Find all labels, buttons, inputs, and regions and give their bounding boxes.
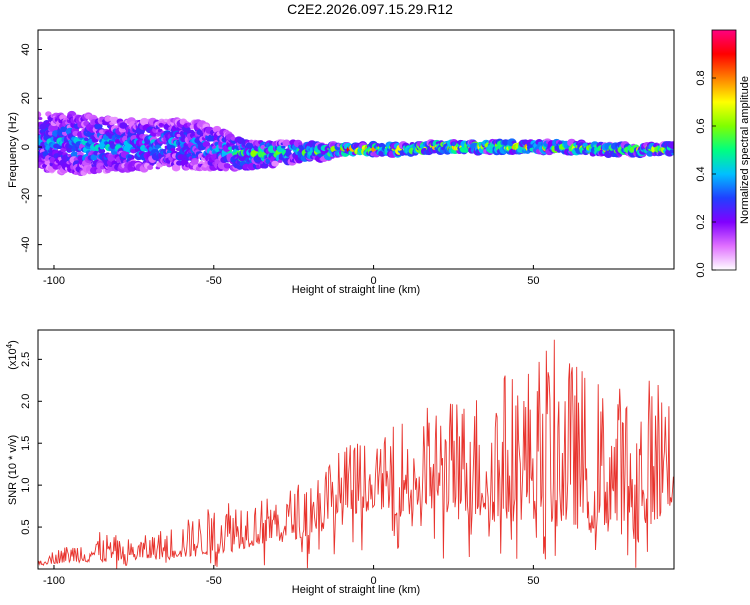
snr-marks	[38, 339, 674, 569]
spectrogram-cell	[38, 116, 43, 121]
spectrogram-cell	[170, 147, 176, 152]
snr-multiplier-close: )	[7, 340, 19, 344]
spectrogram-cell	[317, 153, 324, 158]
spectrogram-cell	[176, 160, 183, 166]
colorbar-tick-label: 0.8	[695, 70, 707, 85]
spectrogram-cell	[83, 137, 89, 141]
snr-x-label: Height of straight line (km)	[292, 584, 420, 596]
spectrogram-cell	[139, 117, 149, 126]
y-tick-label: 0	[20, 144, 32, 150]
spectrogram-marks	[38, 110, 674, 177]
spectrogram-cell	[191, 154, 197, 159]
y-tick-label: 1.0	[20, 477, 32, 492]
spectrogram-cell	[191, 159, 199, 166]
spectrogram-cell	[668, 141, 674, 150]
x-tick-label: -50	[206, 275, 222, 287]
x-tick-label: 0	[371, 575, 377, 587]
spectrogram-cell	[557, 140, 563, 145]
y-tick-label: 2.0	[20, 394, 32, 409]
spectrogram-cell	[95, 168, 103, 174]
spectrogram-cell	[202, 141, 211, 148]
y-tick-label: 20	[20, 92, 32, 104]
x-tick-label: -100	[43, 275, 65, 287]
spectrogram-cell	[223, 163, 231, 169]
spectrogram-cell	[90, 154, 99, 161]
snr-multiplier-exponent: 4	[5, 343, 14, 348]
spectrogram-cell	[38, 111, 42, 118]
y-tick-label: 0.5	[20, 519, 32, 534]
colorbar-ticks: 0.0 0.2 0.4 0.6 0.8	[695, 70, 716, 278]
spectrogram-x-ticks: -100 -50 0 50	[43, 265, 540, 287]
colorbar-tick-label: 0.0	[695, 262, 707, 277]
spectrogram-cell	[70, 151, 79, 158]
spectrogram-cell	[158, 122, 165, 128]
y-tick-label: -40	[20, 237, 32, 253]
y-tick-label: 2.5	[20, 352, 32, 367]
colorbar-tick-label: 0.2	[695, 214, 707, 229]
spectrogram-x-label: Height of straight line (km)	[292, 284, 420, 296]
spectrogram-cell	[245, 142, 254, 149]
colorbar-tick-label: 0.6	[695, 118, 707, 133]
spectrogram-cell	[212, 125, 222, 134]
spectrogram-cell	[94, 122, 103, 130]
snr-y-label: SNR (10 * v/v)	[7, 435, 19, 505]
spectrogram-cell	[176, 133, 181, 138]
snr-y-ticks: 0.5 1.0 1.5 2.0 2.5	[20, 352, 42, 535]
colorbar-tick-label: 0.4	[695, 166, 707, 181]
spectrogram-cell	[298, 142, 303, 146]
spectrogram-cell	[98, 148, 106, 154]
spectrogram-cell	[104, 115, 112, 122]
spectrogram-cell	[127, 154, 133, 159]
spectrogram-cell	[50, 124, 59, 132]
y-tick-label: -20	[20, 188, 32, 204]
snr-frame	[37, 329, 675, 570]
x-tick-label: 0	[371, 275, 377, 287]
x-tick-label: -100	[43, 575, 65, 587]
colorbar: 0.0 0.2 0.4 0.6 0.8 Normalized spectral ampl…	[695, 29, 750, 278]
colorbar-gradient	[711, 29, 737, 271]
spectrogram-cell	[669, 149, 674, 154]
snr-panel: -100 -50 0 50 0.5 1.0 1.5 2.0 2.5 Height of str…	[5, 329, 675, 596]
spectrogram-cell	[155, 144, 161, 149]
colorbar-label: Normalized spectral amplitude	[739, 76, 750, 224]
y-tick-label: 40	[20, 43, 32, 55]
spectrogram-y-ticks: -40 -20 0 20 40	[20, 43, 42, 253]
spectrogram-y-label: Frequency (Hz)	[7, 112, 19, 188]
spectrogram-cell	[277, 159, 283, 163]
spectrogram-cell	[282, 139, 291, 147]
snr-x-ticks: -100 -50 0 50	[43, 565, 540, 587]
snr-multiplier-base: (x10	[7, 348, 19, 369]
y-tick-label: 1.5	[20, 436, 32, 451]
spectrogram-cell	[271, 160, 279, 167]
spectrogram-panel: -100 -50 0 50 -40 -20 0 20 40 Height of straigh…	[7, 29, 675, 296]
spectrogram-frame	[37, 29, 675, 270]
snr-multiplier: (x104)	[5, 340, 19, 370]
x-tick-label: 50	[527, 275, 539, 287]
x-tick-label: -50	[206, 575, 222, 587]
spectrogram-cell	[60, 147, 67, 153]
spectrogram-cell	[147, 165, 154, 170]
spectrogram-cell	[582, 142, 588, 147]
spectrogram-cell	[186, 153, 192, 158]
x-tick-label: 50	[527, 575, 539, 587]
snr-series-line	[38, 339, 674, 569]
figure-title: C2E2.2026.097.15.29.R12	[287, 1, 453, 17]
